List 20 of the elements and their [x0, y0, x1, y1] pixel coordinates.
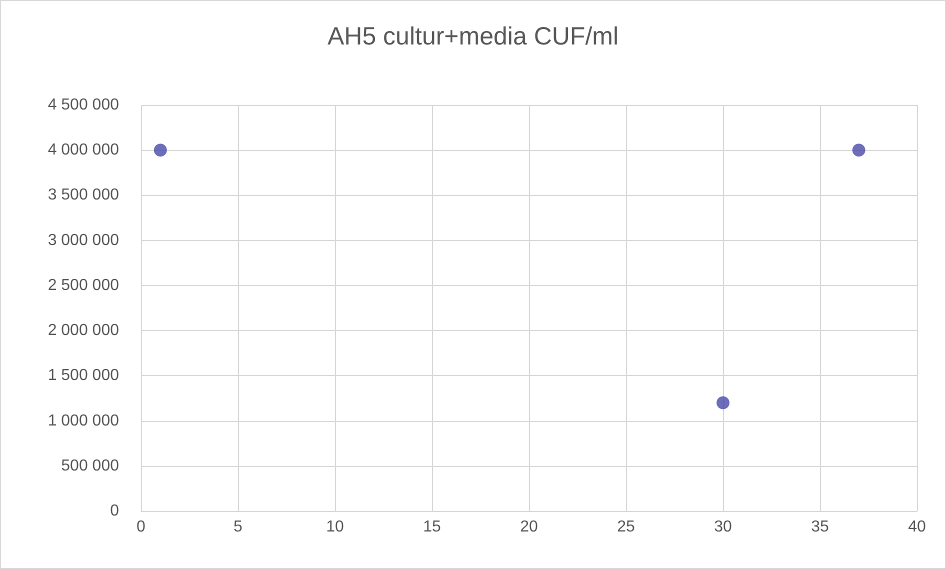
y-tick-label: 3 000 000 — [48, 232, 120, 249]
y-tick-label: 4 500 000 — [48, 96, 120, 114]
x-tick-label: 0 — [136, 518, 146, 536]
y-tick-label: 500 000 — [61, 457, 120, 474]
y-tick-label: 1 500 000 — [48, 367, 120, 384]
y-tick-label: 1 000 000 — [48, 412, 120, 430]
x-tick-label: 10 — [326, 518, 344, 536]
x-tick-label: 40 — [908, 518, 926, 536]
x-tick-label: 15 — [423, 518, 441, 536]
x-tick-label: 20 — [520, 518, 538, 536]
x-tick-label: 25 — [617, 518, 635, 536]
y-tick-label: 4 000 000 — [48, 142, 120, 159]
y-tick-label: 2 500 000 — [48, 276, 120, 294]
x-tick-label: 5 — [234, 518, 243, 536]
x-tick-label: 30 — [714, 518, 732, 536]
x-tick-label: 35 — [811, 518, 829, 536]
y-tick-label: 2 000 000 — [48, 322, 120, 340]
chart-title: AH5 cultur+media CUF/ml — [327, 22, 619, 50]
y-tick-label: 0 — [110, 502, 120, 520]
y-tick-label: 3 500 000 — [48, 186, 120, 204]
